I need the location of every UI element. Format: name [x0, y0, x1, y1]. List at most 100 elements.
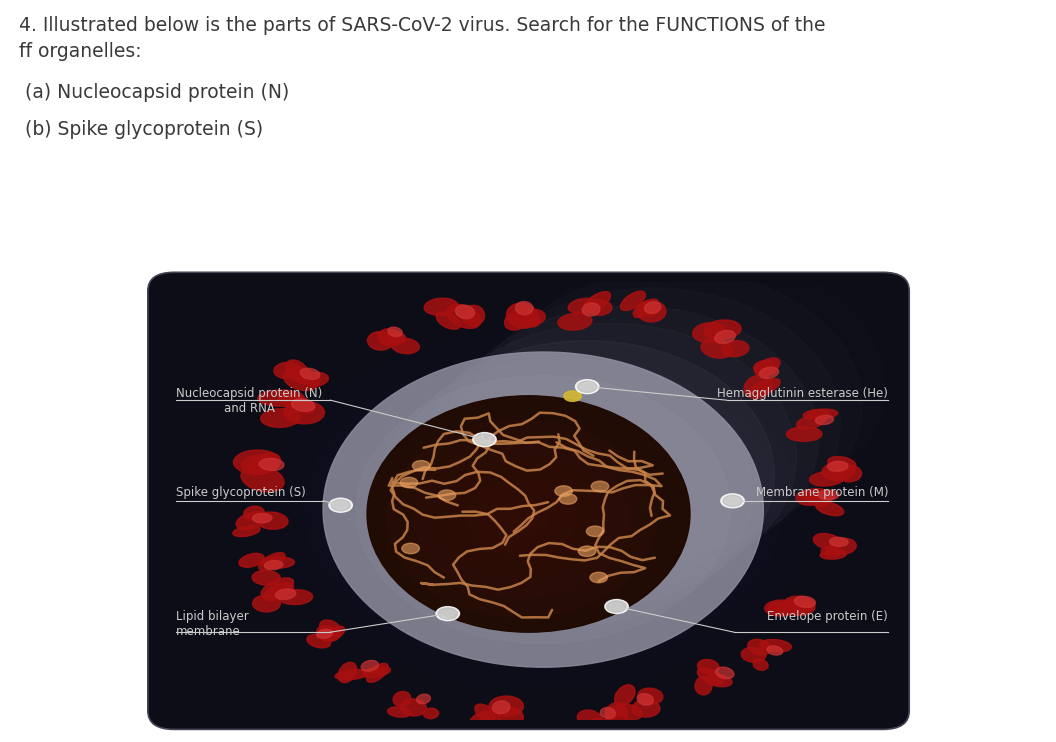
Ellipse shape — [258, 390, 304, 406]
Ellipse shape — [507, 485, 580, 533]
Ellipse shape — [469, 711, 496, 728]
Ellipse shape — [447, 304, 480, 329]
Ellipse shape — [759, 367, 778, 378]
Ellipse shape — [239, 554, 264, 568]
Text: Membrane protein (M): Membrane protein (M) — [756, 485, 888, 499]
Ellipse shape — [505, 309, 531, 330]
Ellipse shape — [600, 708, 616, 718]
Ellipse shape — [305, 352, 781, 666]
Circle shape — [721, 494, 744, 508]
Ellipse shape — [492, 701, 510, 714]
Circle shape — [475, 434, 494, 445]
Circle shape — [605, 600, 628, 614]
Ellipse shape — [388, 327, 402, 337]
Text: Spike glycoprotein (S): Spike glycoprotein (S) — [176, 485, 306, 499]
Ellipse shape — [697, 668, 723, 685]
Ellipse shape — [268, 329, 818, 691]
Ellipse shape — [338, 663, 357, 683]
Ellipse shape — [796, 490, 823, 505]
Ellipse shape — [378, 401, 709, 618]
Ellipse shape — [767, 646, 782, 655]
Ellipse shape — [829, 537, 848, 546]
Ellipse shape — [322, 626, 344, 642]
Text: (a) Nucleocapsid protein (N): (a) Nucleocapsid protein (N) — [19, 83, 289, 102]
Circle shape — [560, 493, 577, 505]
Circle shape — [578, 381, 597, 393]
Ellipse shape — [804, 409, 837, 419]
Ellipse shape — [284, 368, 320, 390]
Ellipse shape — [525, 498, 562, 522]
Ellipse shape — [436, 312, 460, 329]
Ellipse shape — [386, 420, 656, 617]
Ellipse shape — [616, 704, 642, 720]
Text: (b) Spike glycoprotein (S): (b) Spike glycoprotein (S) — [19, 120, 263, 139]
Ellipse shape — [644, 302, 661, 313]
Text: 4. Illustrated below is the parts of SARS-CoV-2 virus. Search for the FUNCTIONS : 4. Illustrated below is the parts of SAR… — [19, 16, 826, 36]
Ellipse shape — [285, 360, 309, 384]
Ellipse shape — [744, 375, 772, 398]
Ellipse shape — [813, 533, 842, 550]
Ellipse shape — [385, 332, 406, 344]
Ellipse shape — [252, 513, 271, 523]
Ellipse shape — [796, 415, 826, 429]
Ellipse shape — [810, 471, 845, 486]
Circle shape — [564, 391, 582, 401]
Ellipse shape — [302, 372, 328, 387]
Ellipse shape — [335, 669, 370, 680]
Ellipse shape — [784, 596, 814, 613]
Ellipse shape — [754, 361, 778, 375]
Ellipse shape — [605, 702, 625, 719]
Ellipse shape — [307, 634, 331, 648]
Ellipse shape — [701, 339, 733, 358]
Ellipse shape — [415, 425, 672, 594]
Ellipse shape — [765, 600, 797, 616]
Ellipse shape — [489, 696, 524, 717]
Ellipse shape — [823, 462, 855, 480]
Ellipse shape — [320, 620, 341, 635]
Ellipse shape — [582, 292, 610, 314]
Ellipse shape — [252, 595, 280, 612]
Ellipse shape — [425, 298, 458, 315]
Ellipse shape — [800, 489, 834, 503]
Circle shape — [473, 433, 496, 447]
Ellipse shape — [568, 298, 598, 313]
Ellipse shape — [704, 320, 741, 339]
Ellipse shape — [515, 309, 540, 327]
Circle shape — [438, 490, 456, 500]
Ellipse shape — [378, 358, 752, 626]
Text: Lipid bilayer
membrane: Lipid bilayer membrane — [176, 610, 249, 638]
Ellipse shape — [261, 556, 295, 568]
Ellipse shape — [400, 699, 427, 716]
Ellipse shape — [716, 667, 734, 679]
Ellipse shape — [388, 707, 411, 718]
Text: Nucleocapsid protein (N)
and RNA: Nucleocapsid protein (N) and RNA — [176, 387, 322, 415]
Ellipse shape — [759, 640, 791, 652]
Ellipse shape — [755, 358, 780, 375]
Ellipse shape — [274, 362, 302, 379]
Ellipse shape — [637, 694, 654, 705]
Ellipse shape — [256, 512, 288, 529]
Ellipse shape — [291, 398, 315, 411]
Ellipse shape — [615, 685, 635, 706]
Ellipse shape — [722, 341, 749, 357]
Ellipse shape — [787, 427, 822, 441]
Ellipse shape — [233, 450, 281, 474]
Ellipse shape — [393, 692, 411, 706]
Text: Envelope protein (E): Envelope protein (E) — [768, 610, 888, 623]
Ellipse shape — [279, 393, 315, 413]
Ellipse shape — [475, 704, 501, 726]
Circle shape — [413, 461, 430, 471]
Circle shape — [328, 498, 353, 512]
Ellipse shape — [587, 300, 611, 315]
Ellipse shape — [794, 597, 815, 608]
Ellipse shape — [414, 439, 628, 597]
Ellipse shape — [640, 303, 658, 316]
Ellipse shape — [558, 313, 591, 330]
Ellipse shape — [396, 413, 690, 606]
Ellipse shape — [468, 479, 576, 558]
Ellipse shape — [264, 582, 294, 601]
Ellipse shape — [698, 660, 719, 674]
Ellipse shape — [494, 499, 548, 538]
Circle shape — [576, 380, 599, 394]
Ellipse shape — [750, 378, 780, 395]
